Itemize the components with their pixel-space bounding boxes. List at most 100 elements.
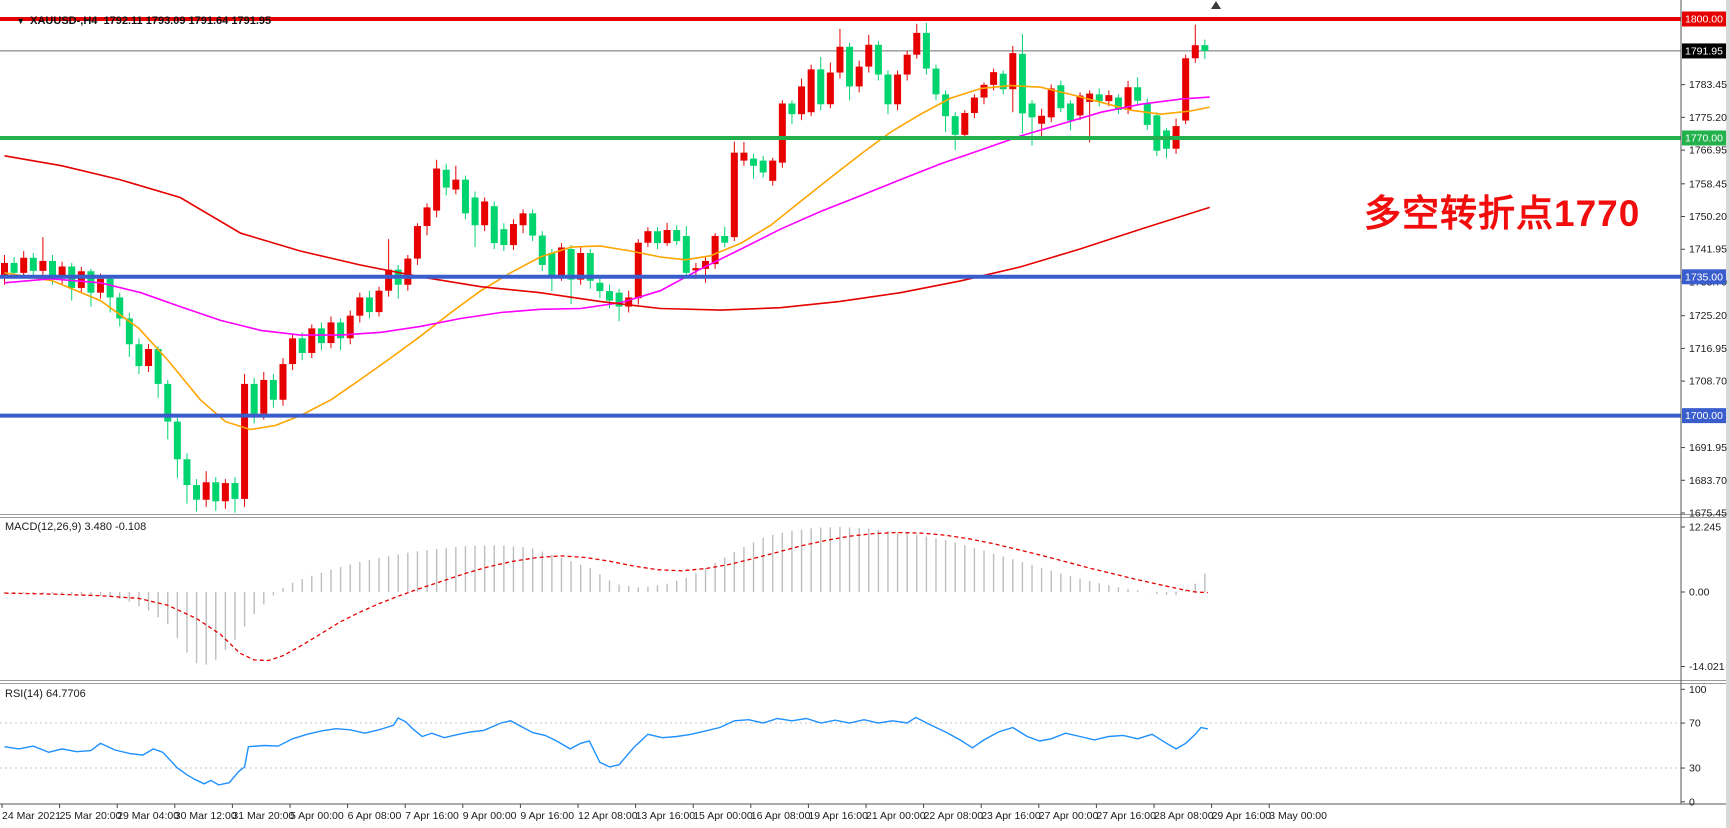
candle — [29, 253, 37, 277]
candle — [846, 42, 854, 101]
candle — [231, 477, 239, 513]
candle — [951, 112, 959, 151]
candle-body — [289, 338, 297, 365]
candle-body — [567, 249, 575, 280]
candle — [385, 239, 393, 297]
candle-body — [1182, 58, 1190, 121]
candle-body — [221, 483, 229, 502]
candle-body — [730, 152, 738, 238]
candle-body — [577, 253, 585, 280]
candle — [654, 227, 662, 250]
main-chart-area[interactable] — [0, 0, 1681, 514]
symbol-dropdown-icon[interactable]: ▼ — [16, 16, 26, 26]
price-tick-label: 1675.45 — [1689, 508, 1727, 520]
candle-body — [116, 297, 124, 319]
candle-body — [375, 290, 383, 313]
time-tick-label: 13 Apr 16:00 — [636, 810, 696, 822]
candle-body — [471, 197, 479, 226]
candle — [442, 163, 450, 196]
candle — [663, 222, 671, 246]
candle-body — [1057, 85, 1065, 109]
ma-red-line — [4, 155, 1210, 311]
candle — [894, 70, 902, 111]
panel-separator[interactable] — [0, 517, 1730, 518]
candle-body — [625, 297, 633, 307]
price-axis[interactable]: 1783.45 1775.20 1766.95 1758.45 1750.20 1741.… — [1681, 11, 1727, 520]
candle-body — [337, 322, 345, 339]
rsi-panel-area[interactable] — [0, 684, 1681, 804]
candle — [241, 373, 249, 507]
candle — [1095, 88, 1103, 107]
candle-body — [605, 291, 613, 301]
candle-body — [884, 74, 892, 105]
candle-body — [807, 69, 815, 113]
rsi-line — [4, 716, 1208, 786]
candle-body — [1191, 45, 1199, 59]
candle — [289, 334, 297, 371]
candle — [961, 110, 969, 140]
candle-body — [327, 322, 335, 344]
candle-body — [980, 84, 988, 98]
macd-signal-line — [4, 531, 1208, 662]
candle — [452, 165, 460, 195]
panel-separator[interactable] — [0, 680, 1730, 681]
candle-body — [481, 201, 489, 226]
candle-body — [1153, 115, 1161, 151]
price-tick-label: 1775.20 — [1689, 112, 1727, 124]
price-tick-label: 1741.95 — [1689, 244, 1727, 256]
candle — [567, 245, 575, 305]
candle-body — [365, 297, 373, 313]
candle-body — [1076, 95, 1084, 116]
candle-body — [1047, 88, 1055, 118]
candle-body — [663, 230, 671, 244]
candle-body — [145, 348, 153, 367]
time-tick-label: 25 Mar 20:00 — [60, 810, 122, 822]
price-tick-label: 1725.20 — [1689, 310, 1727, 322]
candle-body — [77, 271, 85, 288]
candle — [529, 209, 537, 242]
candle — [836, 28, 844, 79]
candle — [481, 197, 489, 232]
time-tick-label: 12 Apr 08:00 — [578, 810, 638, 822]
candle-body — [1086, 93, 1094, 102]
candle-body — [932, 68, 940, 95]
candle-body — [673, 230, 681, 242]
candle-body — [20, 257, 28, 273]
candle — [586, 249, 594, 289]
candle — [471, 191, 479, 248]
price-box-label: 1700.00 — [1685, 410, 1723, 422]
candle-body — [1018, 53, 1026, 114]
chart-shift-marker-icon[interactable] — [1211, 1, 1221, 9]
candle-body — [97, 278, 105, 293]
candle — [1, 254, 8, 285]
macd-label: MACD(12,26,9) 3.480 -0.108 — [5, 521, 147, 533]
price-box-1735.00 — [1682, 269, 1726, 285]
candle — [260, 372, 268, 420]
candle — [509, 219, 517, 250]
panel-separator[interactable] — [0, 514, 1730, 515]
time-tick-label: 28 Apr 08:00 — [1154, 810, 1214, 822]
time-tick-label: 21 Apr 00:00 — [866, 810, 926, 822]
candle-body — [1143, 103, 1151, 125]
macd-axis[interactable]: 12.245 0.00 -14.021 — [1681, 521, 1725, 673]
candle — [279, 358, 287, 406]
candle-body — [193, 485, 201, 500]
candle — [730, 141, 738, 242]
candle — [980, 82, 988, 105]
rsi-axis[interactable]: 100 70 30 0 — [1681, 684, 1707, 809]
candle — [145, 344, 153, 373]
candle — [519, 209, 527, 234]
annotation-text[interactable]: 多空转折点1770 — [1364, 193, 1641, 234]
candle-body — [356, 297, 364, 316]
panel-separator[interactable] — [0, 683, 1730, 684]
candle-body — [1105, 95, 1113, 102]
price-tick-label: 1766.95 — [1689, 145, 1727, 157]
macd-tick-label: -14.021 — [1689, 661, 1725, 673]
candle-body — [894, 74, 902, 105]
candle — [1057, 80, 1065, 113]
candle-body — [10, 262, 18, 273]
candle-body — [721, 235, 729, 243]
candle-body — [1009, 53, 1017, 90]
candle — [183, 453, 191, 504]
